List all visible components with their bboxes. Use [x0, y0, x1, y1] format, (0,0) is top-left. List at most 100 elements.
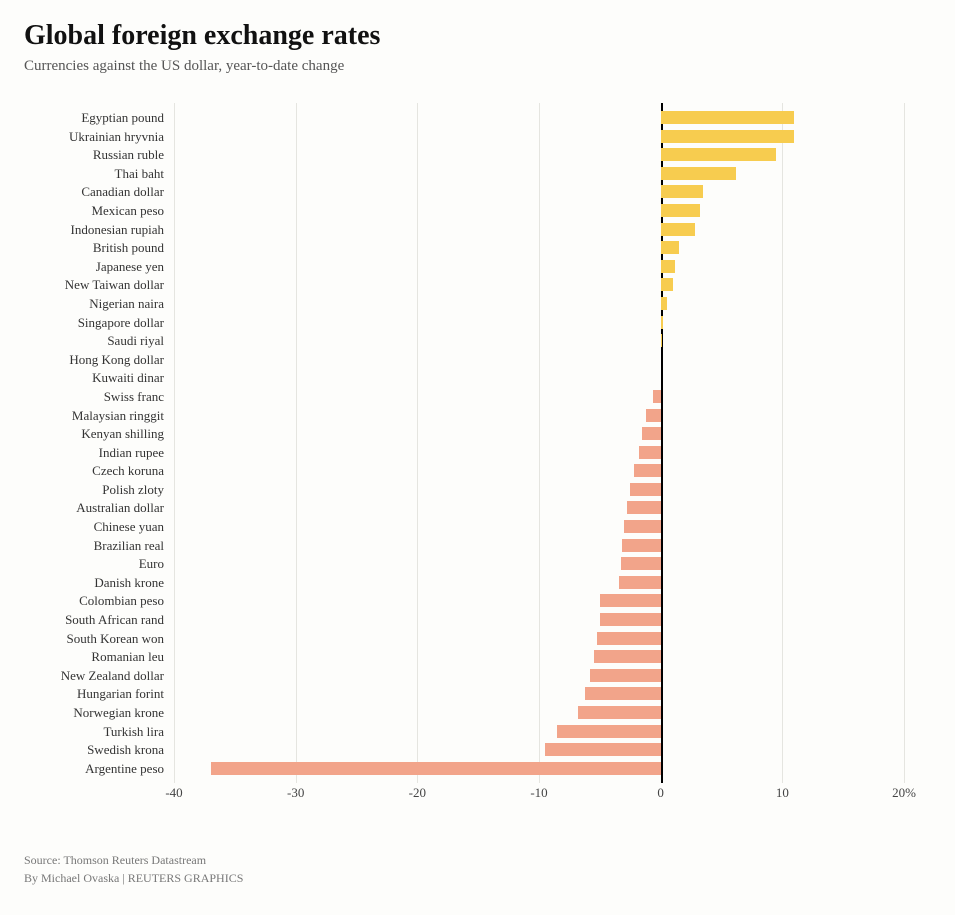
currency-label: Colombian peso: [19, 592, 164, 610]
bar-row: Romanian leu: [174, 648, 904, 667]
currency-label: Kenyan shilling: [19, 425, 164, 443]
bar: [661, 130, 795, 143]
bar: [597, 632, 660, 645]
bar-row: Mexican peso: [174, 202, 904, 221]
bar-row: South Korean won: [174, 630, 904, 649]
currency-label: Indonesian rupiah: [19, 221, 164, 239]
bar-row: New Taiwan dollar: [174, 276, 904, 295]
x-tick-label: 20%: [892, 785, 916, 801]
currency-label: Russian ruble: [19, 146, 164, 164]
bar: [661, 148, 777, 161]
currency-label: Japanese yen: [19, 258, 164, 276]
bar: [622, 539, 661, 552]
bar: [661, 204, 700, 217]
bar: [211, 762, 661, 775]
currency-label: Norwegian krone: [19, 704, 164, 722]
currency-label: Australian dollar: [19, 499, 164, 517]
bar-row: Nigerian naira: [174, 295, 904, 314]
currency-label: Hong Kong dollar: [19, 351, 164, 369]
bar-row: Colombian peso: [174, 592, 904, 611]
bar: [661, 241, 679, 254]
bar: [621, 557, 661, 570]
bar-row: Kenyan shilling: [174, 425, 904, 444]
currency-label: Romanian leu: [19, 648, 164, 666]
bar: [642, 427, 660, 440]
currency-label: Swiss franc: [19, 388, 164, 406]
chart-bars-group: Egyptian poundUkrainian hryvniaRussian r…: [174, 109, 904, 778]
bar-row: New Zealand dollar: [174, 667, 904, 686]
bar: [585, 687, 660, 700]
currency-label: Czech koruna: [19, 462, 164, 480]
currency-label: Mexican peso: [19, 202, 164, 220]
byline: By Michael Ovaska | REUTERS GRAPHICS: [24, 869, 931, 887]
chart-container: Egyptian poundUkrainian hryvniaRussian r…: [24, 103, 924, 833]
currency-label: South African rand: [19, 611, 164, 629]
bar-row: Swiss franc: [174, 388, 904, 407]
bar: [634, 464, 661, 477]
currency-label: Indian rupee: [19, 444, 164, 462]
currency-label: Singapore dollar: [19, 314, 164, 332]
bar-row: Argentine peso: [174, 760, 904, 779]
bar-row: Danish krone: [174, 574, 904, 593]
bar-row: Indian rupee: [174, 444, 904, 463]
bar-row: Singapore dollar: [174, 314, 904, 333]
bar-row: South African rand: [174, 611, 904, 630]
currency-label: Turkish lira: [19, 723, 164, 741]
bar: [627, 501, 661, 514]
x-tick-label: -10: [530, 785, 547, 801]
bar-row: Hong Kong dollar: [174, 351, 904, 370]
chart-x-axis: -40-30-20-1001020%: [174, 783, 904, 803]
bar-row: Canadian dollar: [174, 183, 904, 202]
bar-row: Turkish lira: [174, 723, 904, 742]
bar-row: Egyptian pound: [174, 109, 904, 128]
bar: [661, 111, 795, 124]
bar: [600, 613, 661, 626]
chart-title: Global foreign exchange rates: [24, 20, 931, 52]
currency-label: Swedish krona: [19, 741, 164, 759]
bar-row: Japanese yen: [174, 258, 904, 277]
chart-footer: Source: Thomson Reuters Datastream By Mi…: [24, 851, 931, 887]
currency-label: Polish zloty: [19, 481, 164, 499]
bar: [578, 706, 661, 719]
bar: [646, 409, 661, 422]
currency-label: Egyptian pound: [19, 109, 164, 127]
currency-label: New Taiwan dollar: [19, 276, 164, 294]
bar-row: Australian dollar: [174, 499, 904, 518]
bar: [630, 483, 660, 496]
bar-row: Russian ruble: [174, 146, 904, 165]
currency-label: Brazilian real: [19, 537, 164, 555]
gridline: [904, 103, 905, 783]
bar: [624, 520, 661, 533]
bar-row: Norwegian krone: [174, 704, 904, 723]
currency-label: Euro: [19, 555, 164, 573]
currency-label: Saudi riyal: [19, 332, 164, 350]
bar: [661, 167, 736, 180]
bar: [661, 223, 695, 236]
currency-label: Nigerian naira: [19, 295, 164, 313]
bar-row: Czech koruna: [174, 462, 904, 481]
currency-label: Canadian dollar: [19, 183, 164, 201]
x-tick-label: -30: [287, 785, 304, 801]
bar: [639, 446, 661, 459]
bar: [653, 390, 660, 403]
bar: [661, 260, 676, 273]
bar-row: Brazilian real: [174, 537, 904, 556]
currency-label: Danish krone: [19, 574, 164, 592]
bar-row: Ukrainian hryvnia: [174, 128, 904, 147]
bar-row: Polish zloty: [174, 481, 904, 500]
bar-row: Saudi riyal: [174, 332, 904, 351]
bar: [661, 316, 663, 329]
currency-label: Malaysian ringgit: [19, 407, 164, 425]
bar: [545, 743, 661, 756]
bar-row: Swedish krona: [174, 741, 904, 760]
bar-row: Kuwaiti dinar: [174, 369, 904, 388]
bar: [557, 725, 660, 738]
bar-row: Indonesian rupiah: [174, 221, 904, 240]
bar-row: Euro: [174, 555, 904, 574]
currency-label: Argentine peso: [19, 760, 164, 778]
currency-label: Kuwaiti dinar: [19, 369, 164, 387]
currency-label: Chinese yuan: [19, 518, 164, 536]
currency-label: Hungarian forint: [19, 685, 164, 703]
x-tick-label: -40: [165, 785, 182, 801]
x-tick-label: 0: [657, 785, 664, 801]
